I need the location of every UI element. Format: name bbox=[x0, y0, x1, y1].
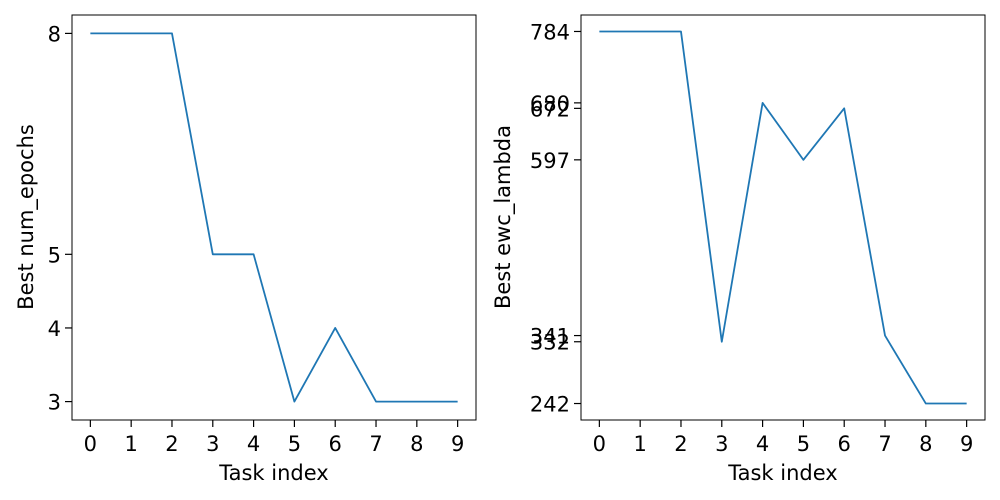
x-tick-label: 9 bbox=[960, 432, 973, 456]
x-tick-label: 4 bbox=[756, 432, 769, 456]
y-tick-label: 680 bbox=[530, 92, 570, 116]
plot-frame bbox=[580, 14, 986, 421]
y-tick-label: 597 bbox=[530, 149, 570, 173]
x-tick-label: 8 bbox=[410, 432, 423, 456]
x-tick-label: 9 bbox=[451, 432, 464, 456]
x-tick-label: 3 bbox=[715, 432, 728, 456]
y-ticks: 3 4 5 8 bbox=[48, 22, 72, 415]
x-tick-label: 6 bbox=[329, 432, 342, 456]
y-tick-label: 4 bbox=[48, 317, 61, 341]
x-tick-label: 5 bbox=[797, 432, 810, 456]
x-tick-label: 7 bbox=[878, 432, 891, 456]
series-lines bbox=[599, 30, 967, 405]
x-tick-label: 3 bbox=[206, 432, 219, 456]
x-tick-label: 5 bbox=[288, 432, 301, 456]
y-tick-label: 672 bbox=[530, 97, 570, 121]
y-axis-label: Best ewc_lambda bbox=[491, 125, 516, 309]
series-lines bbox=[90, 32, 458, 403]
plot-frame bbox=[71, 14, 477, 421]
x-axis-label: Task index bbox=[218, 461, 328, 485]
x-tick-label: 6 bbox=[838, 432, 851, 456]
y-axis-label: Best num_epochs bbox=[14, 124, 39, 310]
series-line bbox=[599, 30, 967, 405]
x-tick-label: 0 bbox=[593, 432, 606, 456]
x-tick-label: 7 bbox=[369, 432, 382, 456]
y-tick-label: 341 bbox=[530, 325, 570, 349]
y-tick-label: 5 bbox=[48, 243, 61, 267]
x-axis-label: Task index bbox=[727, 461, 837, 485]
y-tick-label: 242 bbox=[530, 393, 570, 417]
x-tick-label: 8 bbox=[919, 432, 932, 456]
x-ticks: 0 1 2 3 4 5 6 7 8 9 bbox=[84, 420, 464, 456]
y-tick-label: 784 bbox=[530, 20, 570, 44]
x-tick-label: 4 bbox=[247, 432, 260, 456]
x-ticks: 0 1 2 3 4 5 6 7 8 9 bbox=[593, 420, 973, 456]
series-line bbox=[90, 32, 458, 403]
y-tick-label: 3 bbox=[48, 391, 61, 415]
x-tick-label: 0 bbox=[84, 432, 97, 456]
x-tick-label: 2 bbox=[674, 432, 687, 456]
chart-num-epochs: 0 1 2 3 4 5 6 7 8 9 3 4 5 8 Task index Best num_epoc… bbox=[14, 14, 477, 485]
y-tick-label: 332 bbox=[530, 331, 570, 355]
y-tick-label: 8 bbox=[48, 22, 61, 46]
x-tick-label: 2 bbox=[165, 432, 178, 456]
x-tick-label: 1 bbox=[633, 432, 646, 456]
x-tick-label: 1 bbox=[124, 432, 137, 456]
